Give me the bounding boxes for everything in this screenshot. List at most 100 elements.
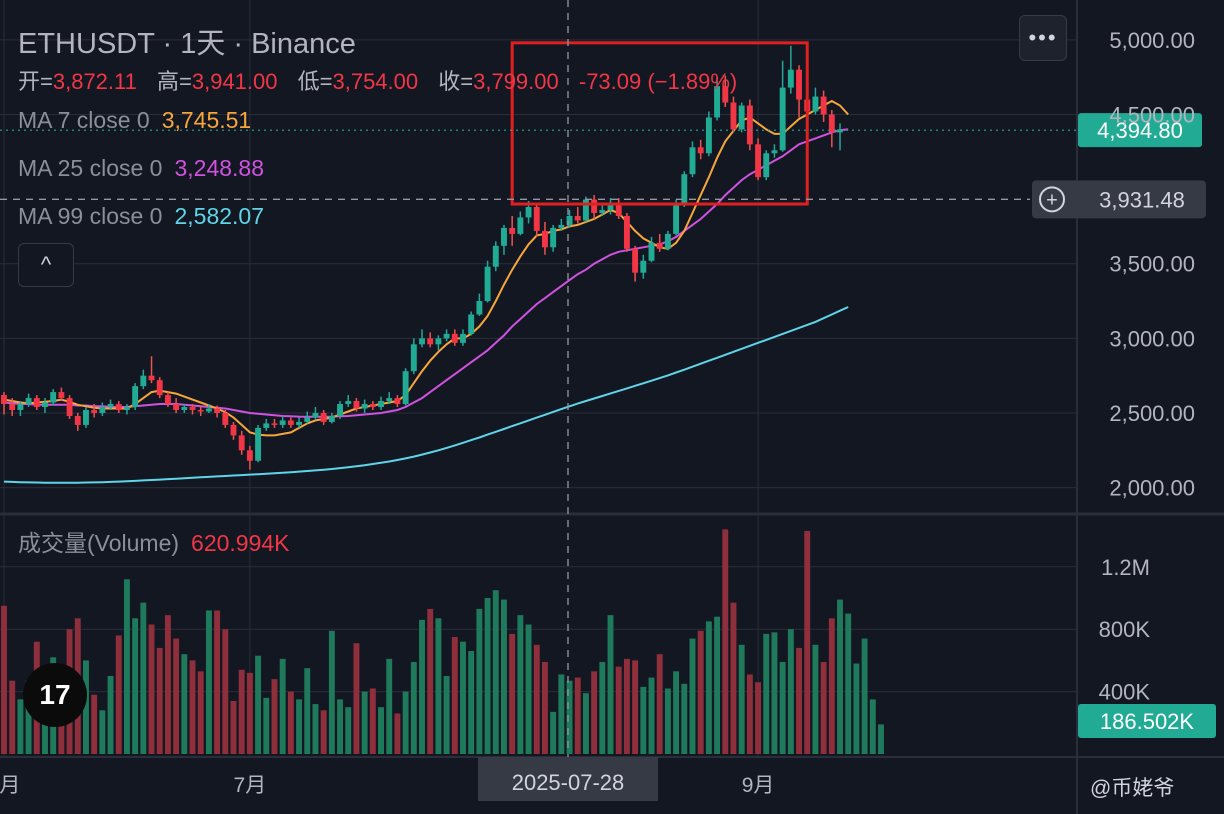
- volume-bar: [820, 661, 827, 754]
- candle-body: [287, 420, 294, 425]
- volume-bar: [378, 707, 384, 754]
- ma25-legend[interactable]: MA 25 close 0 3,248.88: [18, 155, 264, 182]
- candle-body: [582, 199, 589, 221]
- volume-bar: [107, 676, 114, 754]
- volume-bar: [730, 602, 737, 754]
- volume-bar: [214, 610, 221, 754]
- volume-bar: [304, 668, 311, 754]
- candle-body: [509, 227, 516, 234]
- candle-body: [656, 242, 663, 249]
- volume-bar: [361, 691, 368, 754]
- candle-body: [353, 401, 360, 409]
- candle-body: [238, 435, 245, 451]
- candle-body: [337, 404, 343, 416]
- ohlc-readout: 开=3,872.11 高=3,941.00 低=3,754.00 收=3,799…: [18, 64, 751, 96]
- candle-body: [263, 423, 270, 428]
- volume-bar: [878, 724, 884, 754]
- tradingview-logo[interactable]: 17: [23, 663, 87, 727]
- volume-bar: [623, 658, 630, 754]
- volume-bar: [460, 641, 466, 754]
- candle-body: [312, 412, 319, 418]
- volume-bar: [123, 579, 130, 754]
- volume-bar: [828, 618, 835, 754]
- time-tick-label: 6月: [0, 774, 20, 797]
- volume-bar: [722, 529, 729, 754]
- candle-body: [9, 404, 16, 410]
- candle-body: [591, 199, 598, 213]
- low-value: 3,754.00: [332, 69, 419, 94]
- crosshair-price-tag: [1032, 180, 1206, 219]
- ma7-label: MA 7 close 0: [18, 107, 150, 133]
- volume-bar: [763, 633, 770, 754]
- candle-body: [181, 407, 188, 410]
- price-tick-label: 2,500.00: [1109, 401, 1195, 426]
- candle-body: [107, 404, 114, 408]
- candle-body: [566, 215, 573, 225]
- volume-tick-label: 800K: [1099, 617, 1151, 642]
- axis-labels: 5,000.00 4,500.00 3,500.00 3,000.00 2,500.00…: [0, 28, 1195, 797]
- ma7-legend[interactable]: MA 7 close 0 3,745.51: [18, 107, 251, 134]
- add-alert-plus: +: [1046, 189, 1058, 211]
- ma99-legend[interactable]: MA 99 close 0 2,582.07: [18, 203, 264, 230]
- candle-body: [714, 86, 721, 118]
- candle-body: [74, 415, 81, 425]
- volume-bar: [394, 713, 401, 754]
- collapse-legend-button[interactable]: ^: [18, 243, 74, 287]
- watermark: @币姥爷: [1090, 777, 1175, 800]
- candle-body: [705, 117, 712, 154]
- volume-bar: [197, 671, 204, 754]
- ma99-value: 2,582.07: [174, 203, 264, 229]
- ellipsis-icon: •••: [1028, 25, 1058, 50]
- candle-body: [91, 410, 98, 413]
- candle-body: [673, 204, 680, 234]
- volume-bar: [328, 630, 335, 754]
- candle-body: [164, 395, 171, 405]
- current-price-tag: [1078, 113, 1202, 148]
- volume-legend[interactable]: 成交量(Volume) 620.994K: [18, 524, 290, 558]
- volume-bar: [83, 660, 89, 754]
- candle-body: [632, 248, 639, 273]
- volume-bar: [386, 658, 393, 754]
- candle-body: [763, 153, 770, 178]
- price-tick-label: 3,500.00: [1109, 252, 1195, 277]
- volume-bar: [173, 638, 180, 754]
- volume-bar: [435, 618, 442, 754]
- volume-bar: [25, 680, 32, 754]
- volume-bar: [468, 651, 475, 754]
- candle-body: [410, 344, 417, 372]
- crosshair-date-tag: [478, 757, 658, 801]
- logo-text: 17: [39, 679, 71, 710]
- candle-body: [304, 417, 311, 422]
- more-options-button[interactable]: •••: [1019, 15, 1067, 61]
- candle-body: [279, 420, 286, 425]
- volume-bar: [812, 644, 819, 754]
- candle-body: [394, 398, 401, 405]
- volume-bar: [681, 683, 688, 754]
- volume-bar: [525, 624, 532, 754]
- volume-bar: [132, 618, 139, 754]
- volume-bar: [755, 682, 762, 754]
- candle-body: [58, 392, 65, 399]
- candle-body: [501, 227, 507, 246]
- candle-body: [246, 450, 253, 461]
- volume-bar: [230, 700, 237, 754]
- volume-bar: [697, 630, 704, 754]
- candle-body: [648, 242, 655, 261]
- volume-bar: [591, 671, 598, 754]
- candle-body: [828, 114, 835, 133]
- candle-body: [615, 202, 622, 216]
- chevron-up-icon: ^: [40, 252, 52, 277]
- candle-body: [197, 410, 204, 412]
- symbol-title[interactable]: ETHUSDT · 1天 · Binance: [18, 28, 356, 60]
- volume-bar: [246, 672, 253, 754]
- candle-body: [132, 386, 139, 408]
- volume-bar: [279, 658, 286, 754]
- candle-body: [115, 404, 122, 410]
- high-label: 高=: [157, 69, 192, 94]
- volume-bar: [1, 605, 7, 754]
- volume-bar: [287, 691, 294, 754]
- volume-bar: [705, 621, 712, 754]
- time-tick-label: 7月: [234, 774, 267, 797]
- candle-body: [328, 415, 335, 422]
